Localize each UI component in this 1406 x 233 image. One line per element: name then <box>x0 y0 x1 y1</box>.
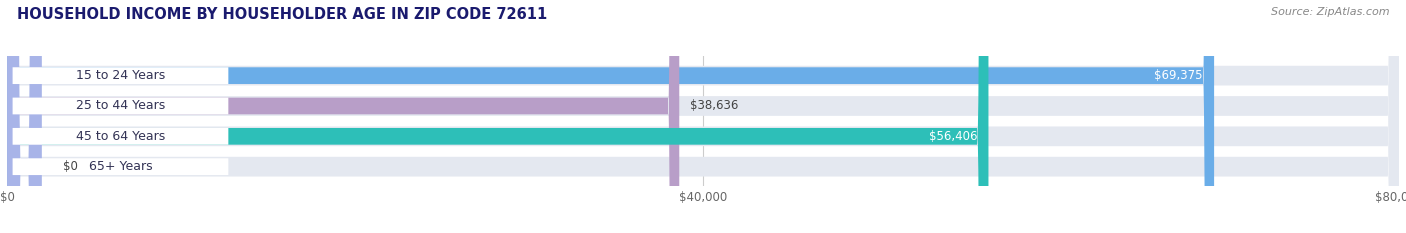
Text: 45 to 64 Years: 45 to 64 Years <box>76 130 165 143</box>
FancyBboxPatch shape <box>7 0 988 233</box>
Text: HOUSEHOLD INCOME BY HOUSEHOLDER AGE IN ZIP CODE 72611: HOUSEHOLD INCOME BY HOUSEHOLDER AGE IN Z… <box>17 7 547 22</box>
FancyBboxPatch shape <box>7 0 1399 233</box>
FancyBboxPatch shape <box>13 67 228 84</box>
Text: $69,375: $69,375 <box>1154 69 1204 82</box>
Text: $38,636: $38,636 <box>690 99 738 113</box>
FancyBboxPatch shape <box>13 98 228 114</box>
Text: 25 to 44 Years: 25 to 44 Years <box>76 99 165 113</box>
Text: 65+ Years: 65+ Years <box>89 160 152 173</box>
FancyBboxPatch shape <box>7 0 1215 233</box>
FancyBboxPatch shape <box>7 0 1399 233</box>
FancyBboxPatch shape <box>7 0 1399 233</box>
Text: Source: ZipAtlas.com: Source: ZipAtlas.com <box>1271 7 1389 17</box>
FancyBboxPatch shape <box>13 128 228 145</box>
Text: 15 to 24 Years: 15 to 24 Years <box>76 69 165 82</box>
FancyBboxPatch shape <box>7 0 42 233</box>
FancyBboxPatch shape <box>7 0 1399 233</box>
Text: $56,406: $56,406 <box>929 130 977 143</box>
Text: $0: $0 <box>63 160 77 173</box>
FancyBboxPatch shape <box>13 158 228 175</box>
FancyBboxPatch shape <box>7 0 679 233</box>
